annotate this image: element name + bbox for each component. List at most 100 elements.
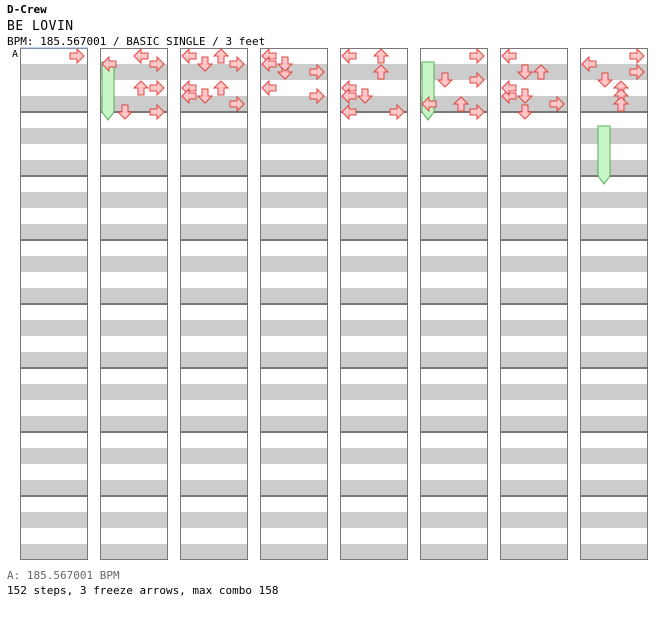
beat-stripe bbox=[100, 368, 168, 384]
beat-stripe bbox=[340, 512, 408, 528]
measure-box bbox=[420, 176, 488, 240]
step-arrow bbox=[341, 103, 357, 121]
song-title: BE LOVIN bbox=[7, 19, 74, 34]
beat-stripe bbox=[580, 208, 648, 224]
beat-stripe bbox=[420, 496, 488, 512]
beat-stripe bbox=[180, 224, 248, 240]
freeze-arrow bbox=[597, 125, 611, 185]
beat-stripe bbox=[340, 528, 408, 544]
measure-box bbox=[500, 496, 568, 560]
beat-stripe bbox=[420, 512, 488, 528]
beat-stripe bbox=[500, 384, 568, 400]
beat-stripe bbox=[340, 112, 408, 128]
beat-stripe bbox=[580, 64, 648, 80]
step-arrow bbox=[501, 79, 517, 97]
step-arrow bbox=[229, 55, 245, 73]
beat-stripe bbox=[580, 288, 648, 304]
measure-box bbox=[500, 432, 568, 496]
beat-stripe bbox=[500, 48, 568, 64]
beat-stripe bbox=[420, 240, 488, 256]
beat-stripe bbox=[340, 368, 408, 384]
beat-stripe bbox=[500, 160, 568, 176]
beat-stripe bbox=[180, 176, 248, 192]
beat-stripe bbox=[100, 256, 168, 272]
beat-stripe bbox=[500, 416, 568, 432]
measure-box bbox=[580, 112, 648, 176]
beat-stripe bbox=[500, 112, 568, 128]
beat-stripe bbox=[100, 112, 168, 128]
beat-stripe bbox=[340, 480, 408, 496]
beat-stripe bbox=[580, 512, 648, 528]
step-arrow bbox=[372, 48, 390, 64]
step-arrow bbox=[261, 79, 277, 97]
beat-stripe bbox=[260, 288, 328, 304]
beat-stripe bbox=[580, 448, 648, 464]
beat-stripe bbox=[420, 208, 488, 224]
beat-stripe bbox=[260, 224, 328, 240]
beat-stripe bbox=[180, 256, 248, 272]
beat-stripe bbox=[180, 64, 248, 80]
beat-stripe bbox=[20, 368, 88, 384]
beat-stripe bbox=[500, 256, 568, 272]
beat-stripe bbox=[340, 240, 408, 256]
step-arrow bbox=[421, 95, 437, 113]
beat-stripe bbox=[420, 320, 488, 336]
measure-box bbox=[260, 240, 328, 304]
beat-stripe bbox=[20, 336, 88, 352]
beat-stripe bbox=[180, 192, 248, 208]
beat-stripe bbox=[100, 144, 168, 160]
beat-stripe bbox=[580, 336, 648, 352]
step-arrow bbox=[181, 47, 197, 65]
beat-stripe bbox=[500, 192, 568, 208]
beat-stripe bbox=[420, 352, 488, 368]
step-arrow bbox=[549, 95, 565, 113]
measure-box bbox=[180, 240, 248, 304]
beat-stripe bbox=[20, 224, 88, 240]
freeze-arrow bbox=[421, 61, 435, 121]
step-arrow bbox=[596, 72, 614, 88]
measure-box bbox=[180, 368, 248, 432]
step-arrow bbox=[229, 95, 245, 113]
measure-box bbox=[340, 432, 408, 496]
beat-stripe bbox=[100, 272, 168, 288]
beat-stripe bbox=[580, 352, 648, 368]
beat-stripe bbox=[100, 384, 168, 400]
beat-stripe bbox=[100, 528, 168, 544]
measure-box bbox=[260, 112, 328, 176]
step-arrow bbox=[196, 88, 214, 104]
beat-stripe bbox=[340, 464, 408, 480]
beat-stripe bbox=[580, 320, 648, 336]
beat-stripe bbox=[260, 432, 328, 448]
beat-stripe bbox=[500, 512, 568, 528]
beat-stripe bbox=[500, 368, 568, 384]
beat-stripe bbox=[180, 368, 248, 384]
beat-stripe bbox=[340, 80, 408, 96]
beat-stripe bbox=[180, 464, 248, 480]
beat-stripe bbox=[100, 464, 168, 480]
beat-stripe bbox=[100, 320, 168, 336]
step-arrow bbox=[469, 71, 485, 89]
beat-stripe bbox=[340, 256, 408, 272]
step-arrow bbox=[469, 47, 485, 65]
beat-stripe bbox=[180, 336, 248, 352]
beat-stripe bbox=[20, 192, 88, 208]
beat-stripe bbox=[340, 192, 408, 208]
measure-box bbox=[100, 432, 168, 496]
beat-stripe bbox=[420, 544, 488, 560]
beat-stripe bbox=[180, 512, 248, 528]
beat-stripe bbox=[340, 304, 408, 320]
beat-stripe bbox=[100, 64, 168, 80]
beat-stripe bbox=[180, 352, 248, 368]
beat-stripe bbox=[340, 432, 408, 448]
beat-stripe bbox=[340, 96, 408, 112]
measure-box bbox=[580, 48, 648, 112]
step-arrow bbox=[612, 96, 630, 112]
step-arrow bbox=[341, 47, 357, 65]
beat-stripe bbox=[420, 272, 488, 288]
beat-stripe bbox=[340, 448, 408, 464]
beat-stripe bbox=[260, 352, 328, 368]
measure-box bbox=[20, 240, 88, 304]
beat-stripe bbox=[500, 528, 568, 544]
measure-box bbox=[20, 176, 88, 240]
beat-stripe bbox=[340, 384, 408, 400]
